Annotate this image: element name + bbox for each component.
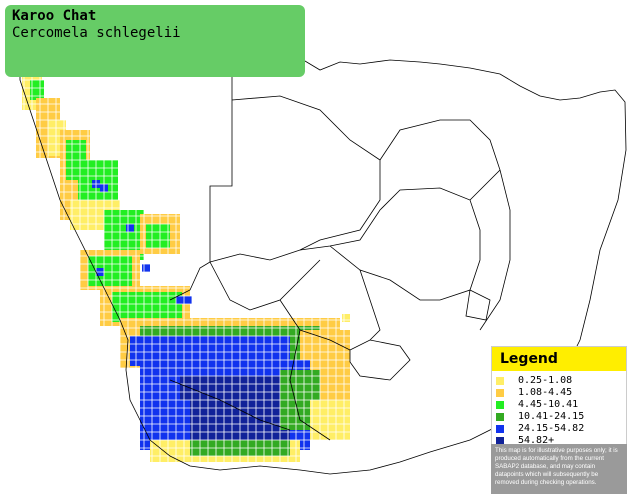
legend-rows: 0.25-1.08 1.08-4.45 4.45-10.41 10.41-24.… bbox=[492, 371, 626, 446]
legend-swatch bbox=[496, 400, 504, 409]
legend-item: 4.45-10.41 bbox=[496, 399, 626, 410]
legend-label: 54.82+ bbox=[518, 435, 555, 446]
legend-heading: Legend bbox=[492, 347, 626, 371]
common-name: Karoo Chat bbox=[12, 8, 97, 24]
legend-swatch bbox=[496, 412, 504, 421]
province-border-5 bbox=[289, 329, 331, 441]
province-border-2 bbox=[279, 299, 351, 351]
legend-label: 10.41-24.15 bbox=[518, 411, 585, 422]
swaziland-border bbox=[465, 289, 491, 321]
legend-swatch bbox=[496, 376, 504, 385]
legend-item: 24.15-54.82 bbox=[496, 423, 626, 434]
province-border-3 bbox=[329, 245, 440, 301]
legend-label: 4.45-10.41 bbox=[518, 399, 579, 410]
botswana-border bbox=[231, 95, 381, 251]
lesotho-border bbox=[349, 339, 411, 381]
legend-swatch bbox=[496, 436, 504, 445]
legend-swatch bbox=[496, 424, 504, 433]
legend-label: 24.15-54.82 bbox=[518, 423, 585, 434]
legend-label: 1.08-4.45 bbox=[518, 387, 573, 398]
mozambique-border bbox=[479, 169, 511, 331]
disclaimer-text: This map is for illustrative purposes on… bbox=[491, 444, 627, 494]
province-border-1 bbox=[209, 259, 321, 311]
borders bbox=[19, 49, 627, 475]
legend-item: 10.41-24.15 bbox=[496, 411, 626, 422]
province-border-4 bbox=[359, 269, 381, 341]
scientific-name: Cercomela schlegelii bbox=[12, 25, 181, 41]
namibia-border bbox=[169, 59, 233, 301]
legend-swatch bbox=[496, 388, 504, 397]
province-border-6 bbox=[169, 379, 291, 431]
legend-item: 54.82+ bbox=[496, 435, 626, 446]
species-title-box: Karoo Chat Cercomela schlegelii bbox=[5, 5, 305, 77]
legend-item: 0.25-1.08 bbox=[496, 375, 626, 386]
legend-label: 0.25-1.08 bbox=[518, 375, 573, 386]
distribution-cells bbox=[22, 70, 350, 462]
sa-northern-border bbox=[209, 187, 481, 301]
legend-item: 1.08-4.45 bbox=[496, 387, 626, 398]
